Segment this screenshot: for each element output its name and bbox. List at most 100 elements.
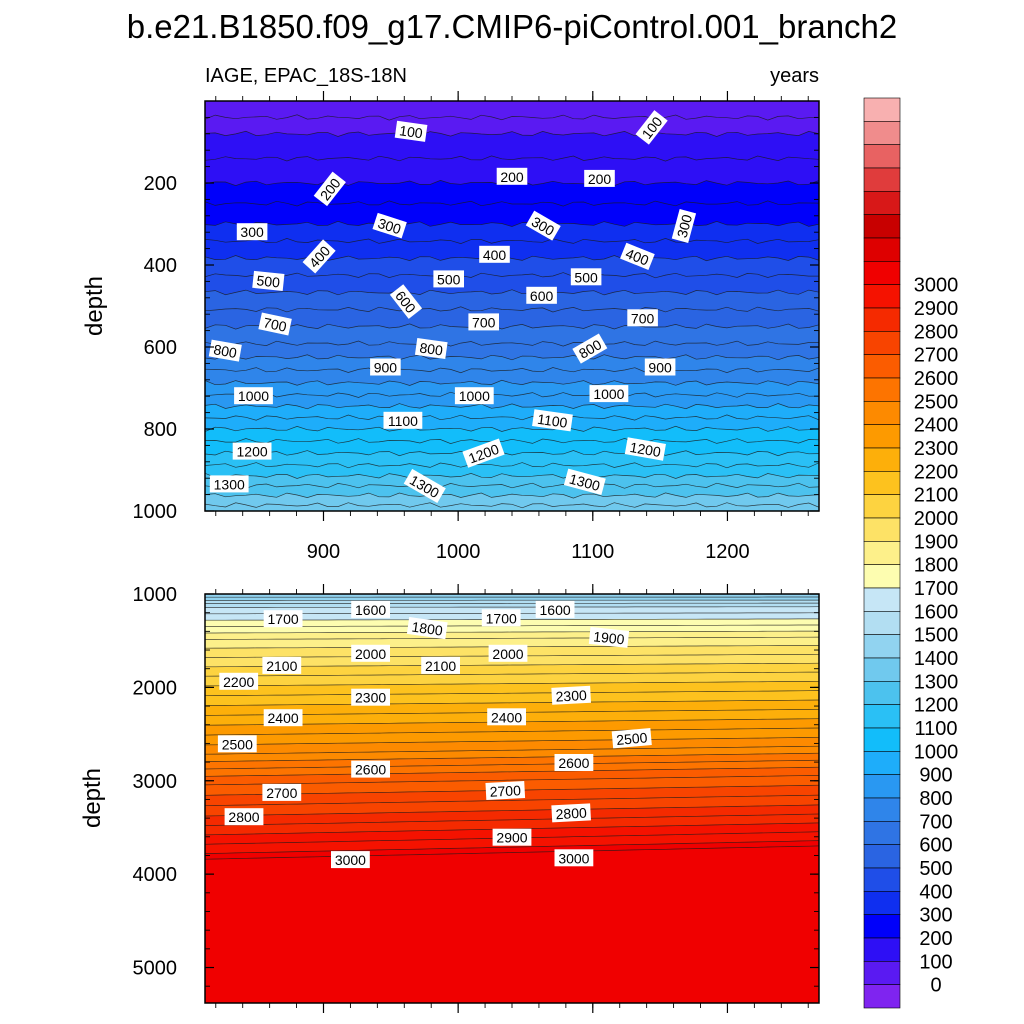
contour-label-text: 2500 bbox=[616, 729, 649, 748]
colorbar-box bbox=[863, 237, 901, 262]
contour-label-bg bbox=[589, 385, 629, 403]
contour-label: 2300 bbox=[551, 685, 591, 705]
contour-line bbox=[205, 606, 819, 608]
colorbar-box bbox=[863, 401, 901, 425]
contour-label-bg bbox=[496, 167, 528, 185]
contour-label-bg bbox=[588, 626, 630, 648]
contour-line bbox=[205, 690, 819, 697]
colorbar-label: 2200 bbox=[914, 461, 959, 483]
contour-line bbox=[205, 766, 819, 777]
colorbar-label: 2400 bbox=[914, 415, 959, 437]
y-tick-label: 600 bbox=[144, 337, 177, 359]
contour-label-bg bbox=[351, 760, 390, 778]
colorbar-label: 100 bbox=[919, 951, 952, 973]
contour-label: 1300 bbox=[209, 475, 249, 493]
y-tick-label: 4000 bbox=[133, 864, 178, 886]
contour-label-text: 2800 bbox=[228, 809, 259, 825]
contour-label-bg bbox=[331, 851, 370, 869]
y-tick-label: 800 bbox=[144, 419, 177, 441]
contour-label-bg bbox=[532, 409, 573, 432]
contour-label-text: 2200 bbox=[223, 674, 254, 690]
colorbar-box bbox=[863, 167, 901, 192]
contour-label: 1700 bbox=[263, 610, 303, 628]
contour-label-text: 800 bbox=[212, 341, 238, 361]
contour-label-bg bbox=[468, 313, 499, 331]
colorbar-label: 200 bbox=[919, 928, 952, 950]
contour-label-text: 3000 bbox=[558, 850, 589, 866]
contour-label: 2500 bbox=[611, 728, 652, 749]
contour-label: 3000 bbox=[331, 851, 370, 869]
contour-line bbox=[205, 502, 819, 509]
colorbar-label: 1900 bbox=[914, 531, 959, 553]
colorbar-label: 700 bbox=[919, 811, 952, 833]
colorbar-label: 1600 bbox=[914, 601, 959, 623]
contour-label: 500 bbox=[433, 270, 464, 288]
contour-label: 1300 bbox=[563, 468, 606, 496]
contour-label-bg bbox=[262, 783, 302, 801]
contour-label-text: 1700 bbox=[486, 610, 517, 626]
contour-label: 600 bbox=[526, 286, 557, 304]
contour-label-bg bbox=[551, 803, 591, 823]
contour-label-bg bbox=[624, 437, 666, 461]
contour-label-bg bbox=[570, 268, 602, 286]
contour-label: 2200 bbox=[219, 672, 259, 690]
contour-line bbox=[205, 472, 819, 479]
colorbar-label: 0 bbox=[930, 975, 941, 997]
colorbar-label: 2000 bbox=[914, 508, 959, 530]
colorbar-label: 2900 bbox=[914, 298, 959, 320]
contour-label: 800 bbox=[414, 337, 448, 360]
colorbar-label: 500 bbox=[919, 858, 952, 880]
colorbar-box bbox=[863, 727, 901, 752]
colorbar-box bbox=[863, 821, 901, 845]
contour-label-bg bbox=[563, 468, 606, 496]
contour-label: 200 bbox=[496, 167, 528, 185]
colorbar-box bbox=[863, 424, 901, 449]
contour-label-bg bbox=[487, 708, 526, 726]
contour-label: 1900 bbox=[588, 626, 630, 648]
contour-label: 2600 bbox=[554, 754, 594, 771]
contour-label-text: 2300 bbox=[555, 687, 587, 705]
contour-label-bg bbox=[394, 120, 428, 142]
contour-label-text: 500 bbox=[574, 269, 598, 285]
colorbar-label: 2800 bbox=[914, 321, 959, 343]
lower-x-axis bbox=[215, 584, 809, 1013]
contour-label-text: 1100 bbox=[536, 411, 568, 431]
contour-line bbox=[205, 155, 819, 162]
contour-label-bg bbox=[554, 849, 594, 867]
contour-label: 3000 bbox=[554, 849, 594, 867]
contour-label-text: 500 bbox=[437, 271, 461, 287]
contour-label-text: 300 bbox=[240, 224, 264, 240]
colorbar-box bbox=[863, 634, 901, 659]
upper-contour-fill bbox=[205, 101, 819, 511]
colorbar-box bbox=[863, 471, 901, 495]
contour-label-bg bbox=[421, 656, 460, 674]
contour-label-bg bbox=[554, 754, 594, 771]
contour-line bbox=[205, 306, 819, 313]
contour-label-bg bbox=[263, 610, 303, 628]
colorbar-box bbox=[863, 751, 901, 775]
contour-label-text: 1600 bbox=[540, 602, 571, 618]
colorbar-label: 1800 bbox=[914, 555, 959, 577]
contour-line bbox=[205, 238, 819, 244]
lower-panel: 1700 1600 1800 1700 1600 1900 2000 2000 2100 2100… bbox=[79, 584, 820, 1013]
colorbar-box bbox=[863, 681, 901, 705]
colorbar-label: 2300 bbox=[914, 438, 959, 460]
contour-line bbox=[205, 379, 819, 386]
contour-label-text: 800 bbox=[419, 339, 445, 358]
contour-label: 1700 bbox=[481, 609, 521, 627]
contour-label: 1100 bbox=[383, 411, 423, 429]
contour-label-text: 2600 bbox=[355, 762, 386, 778]
contour-label: 1000 bbox=[454, 387, 494, 405]
lower-y-axis-label: depth bbox=[79, 768, 106, 828]
contour-label-bg bbox=[481, 609, 521, 627]
contour-line bbox=[205, 354, 819, 361]
colorbar-box bbox=[863, 121, 901, 145]
contour-line bbox=[205, 636, 819, 640]
contour-label-text: 1300 bbox=[214, 476, 245, 492]
contour-label-text: 2900 bbox=[496, 830, 527, 846]
contour-label-bg bbox=[611, 728, 652, 749]
contour-line bbox=[205, 200, 819, 207]
contour-label: 2000 bbox=[488, 644, 528, 662]
contour-line bbox=[205, 662, 819, 668]
